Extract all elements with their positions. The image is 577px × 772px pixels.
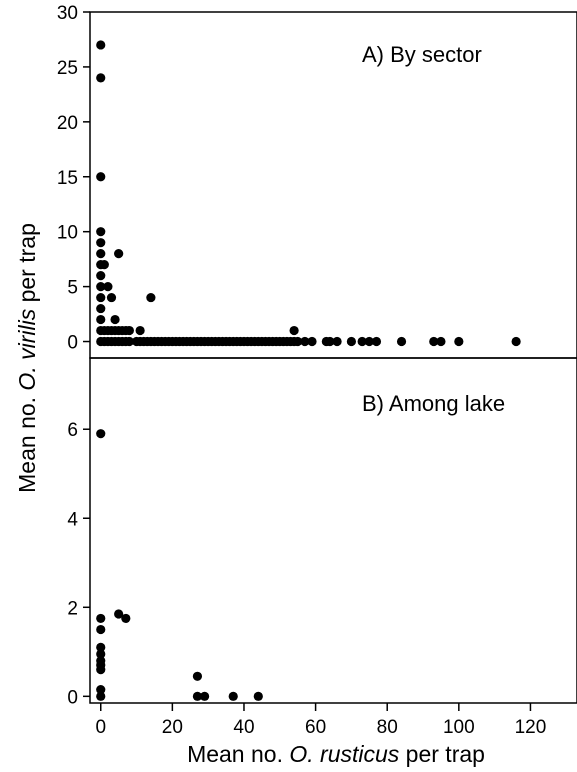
- panel-a-point: [96, 303, 106, 314]
- panel-a-point: [114, 249, 124, 259]
- panel-a-point: [146, 292, 156, 303]
- x-tick-label: 0: [95, 717, 106, 738]
- x-tick-label: 80: [377, 717, 398, 738]
- panel-a-point: [454, 336, 464, 347]
- panel-a-point: [96, 73, 106, 83]
- panel-a-point: [96, 271, 106, 281]
- x-axis-label: Mean no. O. rusticus per trap: [187, 741, 485, 767]
- x-axis-ticks: 0 20 40 60 80 100 120: [95, 703, 546, 738]
- x-tick-label: 40: [233, 717, 254, 738]
- panel-a-point: [96, 227, 106, 237]
- panel-b-point: [114, 609, 124, 619]
- panel-a-point: [325, 336, 335, 347]
- panel-b-y-tick-label: 2: [67, 598, 78, 619]
- panel-a-frame: [89, 11, 577, 359]
- panel-b-point: [96, 685, 106, 695]
- panel-a-y-tick-label: 30: [57, 3, 78, 24]
- panel-b-point: [228, 691, 238, 701]
- panel-b-point: [96, 691, 106, 701]
- panel-b-point: [96, 642, 106, 652]
- panel-a-point: [124, 325, 134, 336]
- panel-a-point: [429, 336, 439, 347]
- panel-b-point: [96, 649, 106, 659]
- panel-a-point: [106, 292, 117, 303]
- panel-a-y-tick-label: 10: [57, 223, 78, 244]
- panel-b-point: [121, 613, 131, 624]
- panel-a-point: [103, 282, 113, 292]
- panel-a-y-tick-label: 25: [57, 58, 78, 79]
- panel-a-point: [96, 314, 106, 325]
- panel-a-point: [96, 249, 106, 259]
- panel-b-points: [96, 429, 263, 701]
- panel-b-y-tick-label: 4: [67, 509, 78, 530]
- panel-a-point: [436, 336, 446, 347]
- panel-a-point: [307, 336, 317, 347]
- panel-b-y-tick-label: 0: [67, 687, 78, 708]
- panel-a-y-ticks: 0 5 10 15 20 25 30: [57, 3, 90, 354]
- panel-a-point: [357, 336, 367, 347]
- panel-a-point: [293, 336, 303, 347]
- x-tick-label: 20: [162, 717, 183, 738]
- panel-a-y-tick-label: 5: [67, 278, 78, 299]
- panel-a-point: [124, 336, 134, 347]
- panel-a-point: [332, 336, 342, 347]
- panel-a-y-tick-label: 0: [67, 333, 78, 354]
- panel-b-frame: [89, 357, 577, 704]
- panel-a-y-tick-label: 20: [57, 113, 78, 134]
- x-tick-label: 60: [305, 717, 326, 738]
- panel-a-point: [135, 325, 145, 336]
- panel-a-point: [511, 336, 521, 347]
- panel-a-point: [371, 336, 382, 347]
- panel-a-point: [300, 336, 310, 347]
- panel-a-point: [96, 238, 106, 248]
- panel-b-point: [253, 691, 263, 701]
- panel-a-point: [96, 282, 106, 292]
- panel-b-point: [199, 691, 210, 701]
- panel-a-point: [364, 336, 374, 347]
- y-axis-label: Mean no. O. virilis per trap: [14, 223, 40, 493]
- panel-a-point: [96, 172, 106, 182]
- panel-b-point: [192, 671, 203, 681]
- panel-b-point: [96, 613, 106, 624]
- x-tick-label: 120: [515, 717, 547, 738]
- panel-b-point: [96, 624, 106, 635]
- panel-a-point: [396, 336, 407, 347]
- panel-a-point: [96, 292, 106, 303]
- panel-a-points: [96, 40, 521, 347]
- panel-a-point: [110, 314, 120, 325]
- panel-a-title: A) By sector: [362, 42, 482, 67]
- panel-b-point: [96, 429, 106, 439]
- panel-a-point: [99, 260, 109, 270]
- panel-b-y-ticks: 0 2 4 6: [67, 420, 90, 708]
- panel-a-point: [346, 336, 357, 347]
- panel-b-point: [96, 665, 106, 675]
- panel-a-point: [289, 325, 299, 336]
- panel-b-title: B) Among lake: [362, 391, 505, 416]
- panel-b-point: [192, 691, 203, 701]
- panel-a-by-sector: A) By sector 0 5 10 15 20 25 30: [57, 3, 577, 359]
- panel-b-y-tick-label: 6: [67, 420, 78, 441]
- x-tick-label: 100: [443, 717, 475, 738]
- panel-a-y-tick-label: 15: [57, 168, 78, 189]
- panel-a-point: [96, 40, 106, 50]
- panel-b-among-lake: B) Among lake 0 2 4 6 0 20 40 60 80 100 120: [67, 357, 577, 738]
